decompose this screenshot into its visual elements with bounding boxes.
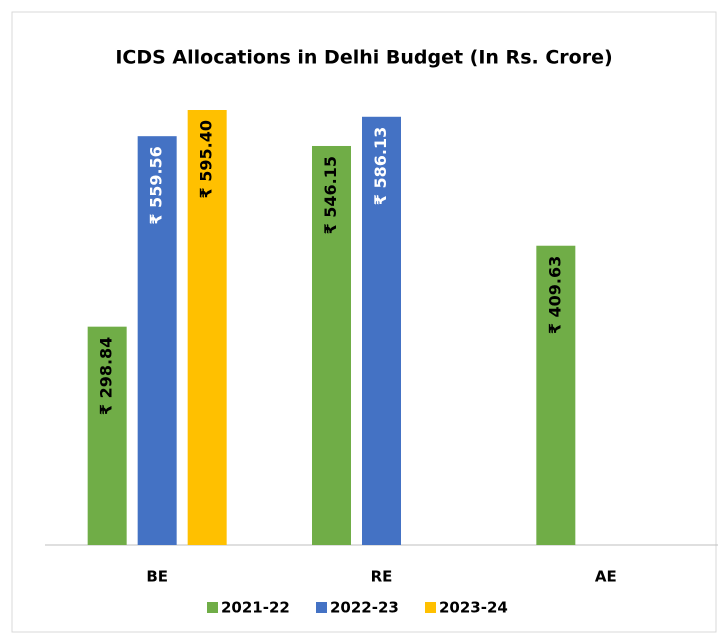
bar xyxy=(536,245,576,545)
legend-swatch xyxy=(425,602,436,613)
bar xyxy=(137,136,177,545)
legend-label: 2022-23 xyxy=(330,599,399,617)
x-tick-label: AE xyxy=(595,568,617,586)
chart-title: ICDS Allocations in Delhi Budget (In Rs.… xyxy=(115,47,612,69)
legend-label: 2021-22 xyxy=(221,599,290,617)
data-label: ₹ 409.63 xyxy=(545,256,564,334)
data-label: ₹ 586.13 xyxy=(371,127,390,205)
legend-label: 2023-24 xyxy=(439,599,508,617)
data-label: ₹ 595.40 xyxy=(197,120,216,198)
x-tick-label: BE xyxy=(146,568,168,586)
legend-swatch xyxy=(316,602,327,613)
data-label: ₹ 546.15 xyxy=(321,156,340,234)
legend-swatch xyxy=(207,602,218,613)
data-label: ₹ 298.84 xyxy=(97,337,116,415)
bar xyxy=(362,116,401,545)
bar xyxy=(87,326,127,545)
bar xyxy=(187,110,227,545)
x-tick-label: RE xyxy=(371,568,393,586)
data-label: ₹ 559.56 xyxy=(147,146,166,224)
bar xyxy=(312,145,351,545)
